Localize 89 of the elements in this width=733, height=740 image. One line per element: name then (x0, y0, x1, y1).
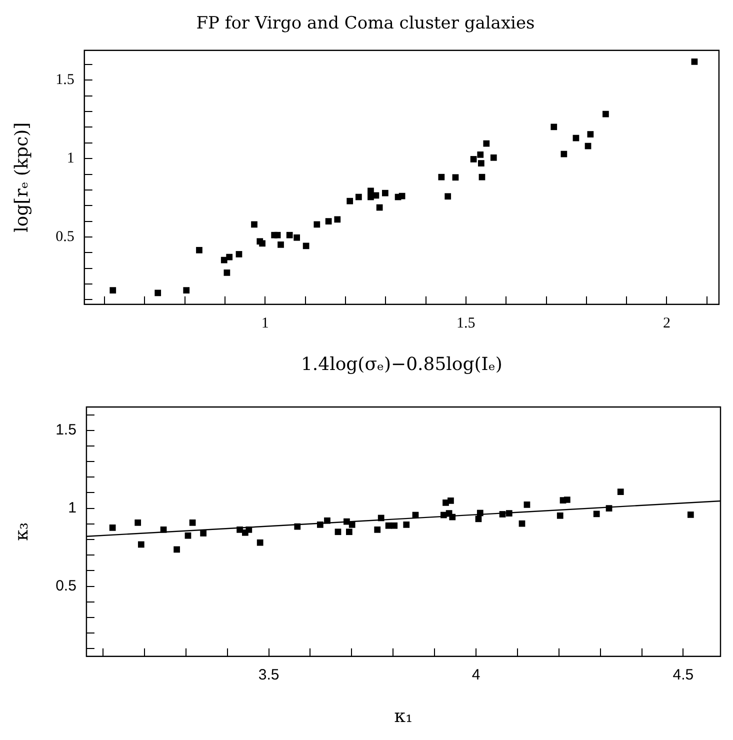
point (174, 546, 180, 553)
x-tick-label: 4 (472, 666, 480, 684)
point (403, 522, 410, 528)
point (356, 194, 362, 200)
point (183, 287, 190, 294)
y-tick-label: 1.5 (56, 422, 76, 439)
point (317, 522, 324, 528)
point (274, 232, 281, 238)
point (286, 232, 293, 238)
point (246, 526, 252, 533)
point (506, 510, 512, 516)
y-tick-label: 0.5 (56, 228, 74, 245)
point (294, 234, 300, 241)
point (325, 218, 332, 224)
point (314, 221, 320, 228)
point (448, 498, 454, 504)
point (138, 541, 144, 548)
point (224, 270, 230, 276)
point (109, 524, 116, 531)
point (368, 188, 374, 194)
point (344, 518, 350, 525)
point (602, 110, 609, 118)
point (556, 512, 564, 519)
point (378, 514, 384, 522)
point (476, 510, 484, 516)
point (477, 151, 484, 158)
point (346, 528, 352, 536)
x-tick-label: 2 (663, 315, 670, 332)
chart-title: FP for Virgo and Coma cluster galaxies (196, 14, 535, 34)
point (184, 532, 192, 539)
point (154, 290, 162, 296)
point (483, 140, 490, 147)
point (606, 505, 612, 512)
point (236, 526, 243, 533)
point (478, 174, 486, 180)
y-tick-label: 1.5 (56, 72, 74, 88)
x-axis-title: κ₁ (394, 706, 413, 727)
point (391, 522, 398, 529)
point (278, 241, 284, 248)
point (236, 251, 242, 258)
point (564, 496, 570, 503)
point (196, 246, 202, 254)
point (346, 198, 354, 204)
point (524, 502, 530, 508)
point (444, 193, 452, 200)
point (470, 156, 477, 162)
point (372, 192, 380, 199)
y-tick-label: 0.5 (56, 577, 76, 594)
point (449, 514, 456, 520)
point (334, 528, 342, 536)
point (324, 517, 330, 524)
point (348, 522, 356, 528)
point (617, 488, 624, 495)
point (499, 511, 506, 518)
point (382, 190, 388, 196)
point (259, 240, 266, 247)
point (294, 523, 301, 530)
point (200, 530, 206, 536)
point (490, 154, 497, 161)
point (550, 124, 558, 130)
x-tick-label: 1 (261, 315, 269, 332)
x-tick-label: 1.5 (456, 315, 476, 332)
point (302, 242, 310, 250)
point (251, 221, 258, 228)
point (374, 526, 381, 533)
point (452, 174, 459, 181)
y-axis-title: κ₃ (11, 522, 32, 541)
point (189, 519, 196, 526)
point (687, 512, 694, 518)
point (256, 539, 264, 546)
point (593, 510, 600, 518)
x-tick-label: 4.5 (672, 666, 694, 684)
point (134, 519, 142, 526)
y-tick-label: 1 (66, 150, 74, 167)
point (518, 520, 526, 527)
y-tick-label: 1 (68, 499, 76, 516)
x-axis-title: 1.4log(σₑ)−0.85log(Iₑ) (300, 354, 502, 375)
point (691, 58, 698, 65)
x-tick-label: 3.5 (258, 666, 280, 684)
point (110, 287, 116, 294)
point (587, 131, 594, 138)
point (478, 160, 484, 166)
point (160, 526, 167, 533)
y-axis-title: log[rₑ (kpc)] (11, 122, 32, 232)
point (226, 254, 233, 260)
point (475, 516, 482, 522)
point (334, 216, 341, 223)
point (438, 174, 445, 180)
point (560, 150, 568, 158)
